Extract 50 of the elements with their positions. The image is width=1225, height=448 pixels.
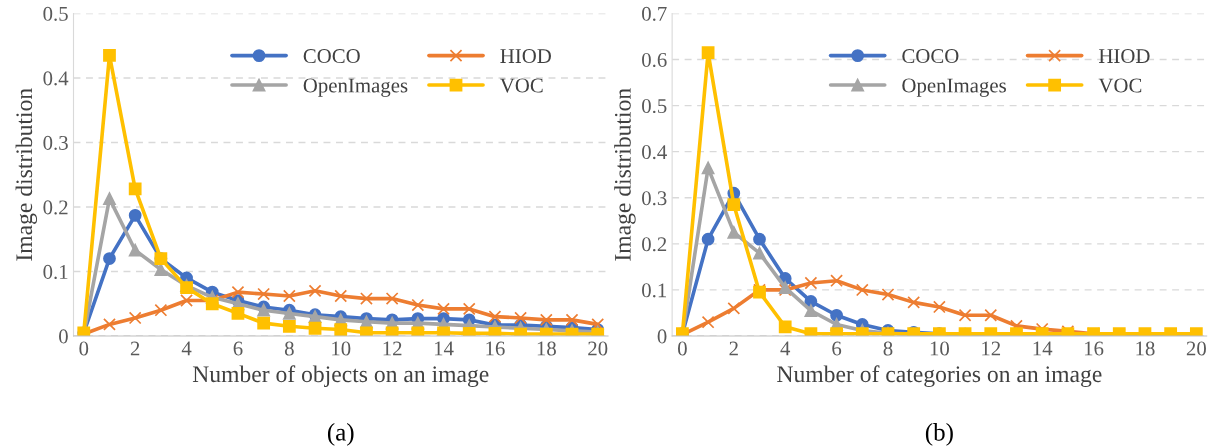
y-tick-label: 0 (657, 329, 667, 344)
x-tick-label: 2 (729, 341, 738, 356)
legend-label: HIOD (1098, 49, 1150, 64)
y-tick-label: 0.2 (43, 200, 68, 215)
x-tick-label: 16 (1084, 341, 1104, 356)
x-tick-label: 6 (832, 341, 842, 356)
text: (a) (327, 423, 354, 446)
y-tick-label: 0.3 (642, 191, 667, 206)
x-tick-label: 8 (883, 341, 893, 356)
x-tick-label: 10 (332, 341, 351, 356)
x-axis-title: Number of categories on an image (777, 365, 1102, 388)
y-tick-label: 0.4 (43, 71, 69, 86)
x-tick-label: 14 (1033, 341, 1053, 356)
x-tick-label: 8 (284, 341, 294, 356)
y-tick-label: 0.3 (43, 135, 68, 150)
y-tick-label: 0.1 (43, 264, 68, 280)
y-axis-title: Image distribution (15, 88, 38, 261)
x-tick-label: 4 (181, 341, 192, 356)
x-tick-label: 2 (130, 341, 140, 356)
x-tick-label: 20 (1186, 341, 1206, 356)
y-tick-label: 0.4 (642, 145, 667, 160)
x-tick-label: 14 (434, 341, 454, 356)
x-tick-label: 18 (1136, 341, 1155, 356)
y-tick-label: 0.7 (642, 6, 667, 21)
x-tick-label: 0 (79, 341, 89, 356)
x-tick-label: 20 (588, 341, 608, 356)
legend-label: OpenImages (902, 78, 1006, 97)
x-axis-title: Number of objects on an image (192, 365, 489, 388)
legend-label: HIOD (500, 49, 551, 64)
y-tick-label: 0.1 (642, 283, 667, 298)
legend-label: VOC (499, 78, 543, 93)
x-tick-label: 4 (780, 341, 791, 356)
legend-label: OpenImages (303, 78, 408, 97)
y-tick-label: 0.2 (642, 237, 667, 252)
x-tick-label: 12 (383, 341, 402, 356)
y-tick-label: 0.5 (43, 6, 68, 21)
x-tick-label: 18 (537, 341, 556, 356)
x-tick-label: 10 (930, 341, 949, 356)
text: (b) (925, 423, 953, 446)
x-tick-label: 16 (486, 341, 505, 356)
y-tick-label: 0.6 (642, 52, 667, 68)
x-tick-label: 0 (678, 341, 687, 356)
y-tick-label: 0 (59, 329, 68, 344)
x-tick-label: 6 (233, 341, 243, 356)
x-tick-label: 12 (982, 341, 1001, 356)
legend-label: COCO (902, 49, 959, 64)
y-axis-title: Image distribution (614, 88, 636, 261)
legend-label: COCO (303, 49, 360, 64)
legend-label: VOC (1098, 78, 1142, 93)
y-tick-label: 0.5 (642, 98, 667, 114)
